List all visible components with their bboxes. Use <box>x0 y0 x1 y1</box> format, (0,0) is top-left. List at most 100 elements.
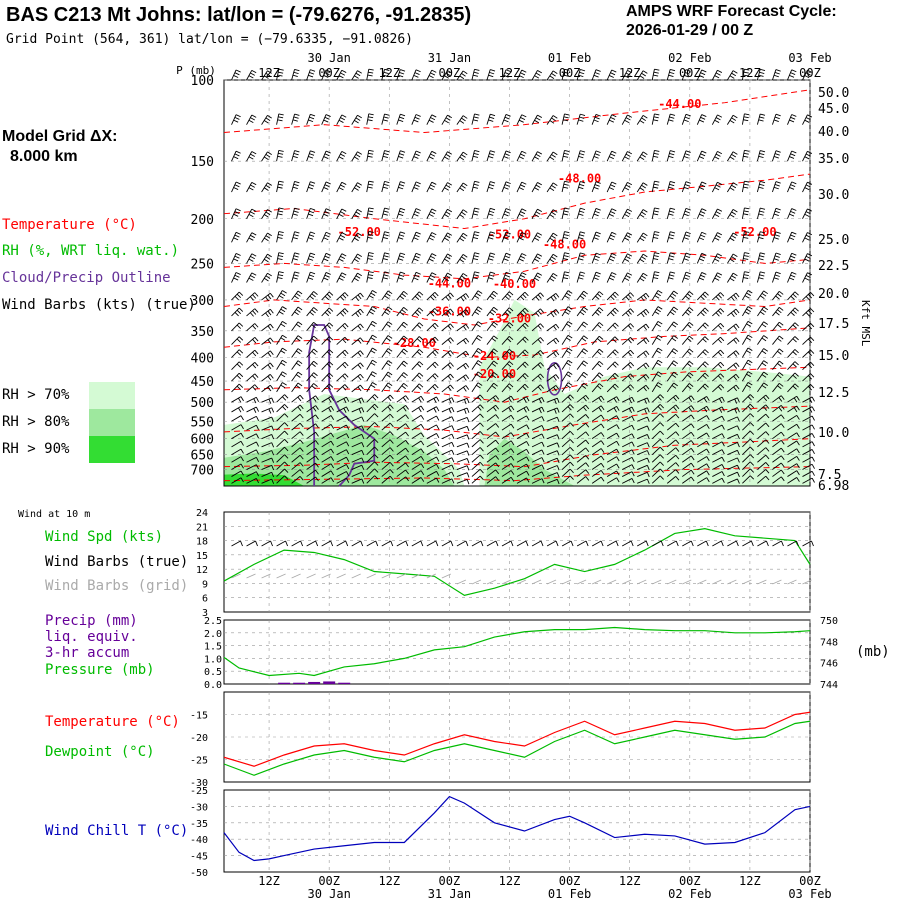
wind-barb-flag <box>405 423 409 428</box>
wind-barb-flag <box>264 120 269 124</box>
wind-barb <box>381 469 391 477</box>
wind-barb-flag <box>687 385 692 390</box>
wind-barb <box>757 462 767 470</box>
wind-barb <box>757 404 767 413</box>
wind-barb <box>516 424 527 431</box>
wind-barb <box>546 407 558 413</box>
wind-barb-flag <box>361 397 365 403</box>
wind-barb-flag <box>627 272 633 276</box>
wind-barb <box>486 360 495 370</box>
wind-barb-flag <box>685 150 691 153</box>
wind-barb-flag <box>418 322 424 327</box>
wind-barb-flag <box>462 232 468 237</box>
wind-barb <box>231 440 242 448</box>
wind-barb-flag <box>271 407 275 413</box>
wind-barb <box>606 69 613 81</box>
wind-barb <box>727 442 738 448</box>
wind-barb-flag <box>737 425 740 431</box>
wind-barb-flag <box>639 120 645 124</box>
wind-barb <box>471 306 479 317</box>
wind-barb <box>757 290 765 301</box>
wind-barb-flag <box>610 72 616 76</box>
wind-barb <box>636 253 644 264</box>
wind-barb-flag <box>238 372 244 378</box>
wind-barb-flag <box>690 455 695 461</box>
wind-barb <box>546 115 554 125</box>
surface-wind-barb <box>742 540 752 547</box>
wind-barb-flag <box>292 186 298 189</box>
wind-barb-flag <box>549 214 555 218</box>
wind-barb <box>291 447 301 456</box>
wind-barb <box>712 449 723 456</box>
wind-barb <box>501 405 512 413</box>
wind-barb-flag <box>715 234 721 238</box>
wind-barb-flag <box>357 114 362 119</box>
wind-barb-flag <box>310 271 316 275</box>
wind-barb <box>546 416 558 422</box>
pressure-axis-label: P (mb) <box>176 64 216 77</box>
wind-barb-flag <box>277 74 283 77</box>
wind-barb-flag <box>434 308 439 313</box>
wind-barb-flag <box>598 372 604 377</box>
wind-barb-flag <box>311 309 316 314</box>
wind-barb-flag <box>255 416 260 422</box>
wind-barb-flag <box>624 237 630 241</box>
wind-barb-flag <box>654 207 660 210</box>
wind-barb-flag <box>597 363 602 368</box>
wind-barb-flag <box>354 187 359 191</box>
surface-wind-barb-flag <box>465 540 469 547</box>
wind-barb <box>546 472 558 477</box>
wind-barb-flag <box>631 425 635 430</box>
wind-barb-flag <box>569 454 574 459</box>
wind-barb <box>712 433 723 440</box>
wind-barb-flag <box>731 256 737 260</box>
wind-barb-flag <box>297 348 303 352</box>
wind-barb-flag <box>330 456 335 462</box>
wind-barb-flag <box>744 252 750 254</box>
wind-barb <box>666 404 677 413</box>
height-tick-label: 10.0 <box>818 426 849 441</box>
wind-barb-flag <box>293 210 299 213</box>
wind-barb-flag <box>444 214 449 218</box>
wind-barb-flag <box>474 180 480 183</box>
wind-barb <box>727 350 737 358</box>
wind-barb <box>712 373 721 382</box>
wind-barb-flag <box>367 186 373 189</box>
wind-barb <box>712 292 721 301</box>
wind-barb-flag <box>526 424 530 430</box>
wind-barb-flag <box>328 336 334 341</box>
wind-barb-flag <box>688 372 694 377</box>
wind-barb-flag <box>284 430 289 436</box>
wind-barb-flag <box>447 232 452 236</box>
wind-barb-flag <box>492 397 497 402</box>
wind-barb <box>712 471 723 477</box>
wind-barb-flag <box>428 187 434 191</box>
surface-wind-barb <box>441 540 452 547</box>
wind-barb-flag <box>277 186 283 189</box>
wind-barb-flag <box>690 448 695 453</box>
wind-barb-flag <box>460 296 465 302</box>
wind-barb <box>802 433 813 440</box>
wind-barb-flag <box>737 464 740 470</box>
wind-barb-flag <box>292 213 298 216</box>
pressure-tick-label: 744 <box>820 680 838 691</box>
wind-barb-flag <box>685 231 691 235</box>
wind-barb <box>381 113 385 125</box>
wind-barb <box>321 361 330 370</box>
wind-barb <box>531 449 543 456</box>
wind-barb-flag <box>704 322 709 327</box>
wind-barb <box>351 323 361 332</box>
wind-barb <box>546 362 557 371</box>
wind-barb <box>516 456 527 463</box>
wind-barb-flag <box>520 274 526 278</box>
wind-barb-flag <box>567 321 573 325</box>
wind-barb <box>591 150 597 162</box>
wind-barb-flag <box>566 350 571 354</box>
wind-barb-flag <box>233 258 239 262</box>
wind-barb-flag <box>700 234 706 238</box>
wind-barb-flag <box>234 184 240 188</box>
wind-barb-flag <box>794 383 799 388</box>
wind-barb-flag <box>308 186 314 190</box>
wind-barb-flag <box>389 404 394 409</box>
